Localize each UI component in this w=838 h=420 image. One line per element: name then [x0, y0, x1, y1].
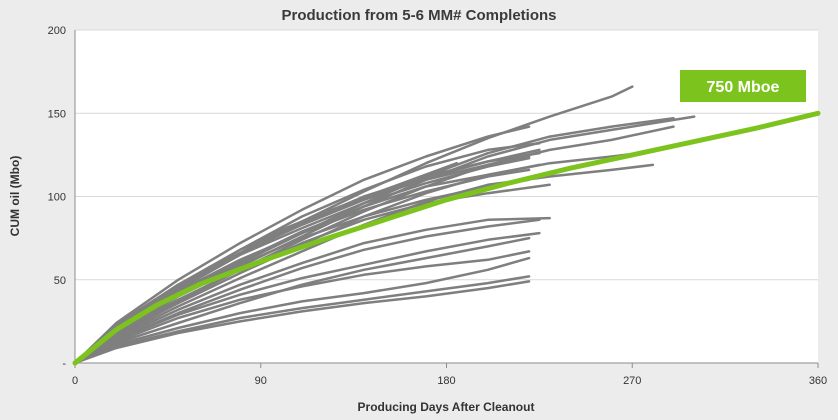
well-curve-line — [73, 250, 531, 365]
well-curve-line — [73, 256, 531, 365]
x-tick-label: 270 — [623, 375, 641, 387]
well-curve-line — [73, 280, 531, 365]
x-axis-label: Producing Days After Cleanout — [358, 400, 535, 414]
well-curve-line — [73, 178, 531, 365]
axes — [74, 30, 819, 368]
well-curves — [73, 85, 696, 365]
y-axis-label: CUM oil (Mbo) — [8, 156, 22, 237]
y-tick-label: - — [62, 358, 66, 370]
well-curve-line — [73, 125, 531, 365]
y-tick-label: 100 — [48, 192, 66, 204]
well-curve-line — [73, 275, 531, 365]
y-tick-label: 150 — [48, 108, 66, 120]
well-curve-line — [73, 236, 531, 365]
type-curve-line — [72, 110, 821, 366]
callout-box — [680, 70, 806, 102]
y-tick-label: 200 — [48, 25, 66, 37]
y-tick-label: 50 — [54, 275, 66, 287]
chart-title: Production from 5-6 MM# Completions — [281, 7, 556, 24]
tick-labels: - 50 100 150 200 0 90 180 270 360 — [48, 25, 828, 387]
x-tick-label: 0 — [72, 375, 78, 387]
well-curve-line — [73, 216, 551, 365]
callout-label: 750 Mboe — [707, 79, 780, 96]
x-tick-label: 90 — [255, 375, 267, 387]
x-tick-label: 360 — [809, 375, 827, 387]
type-curve-callout: 750 Mboe — [680, 70, 806, 102]
x-tick-label: 180 — [437, 375, 455, 387]
type-curve-group — [72, 110, 821, 366]
well-curve-line — [73, 125, 675, 365]
well-curve-line — [73, 231, 541, 365]
